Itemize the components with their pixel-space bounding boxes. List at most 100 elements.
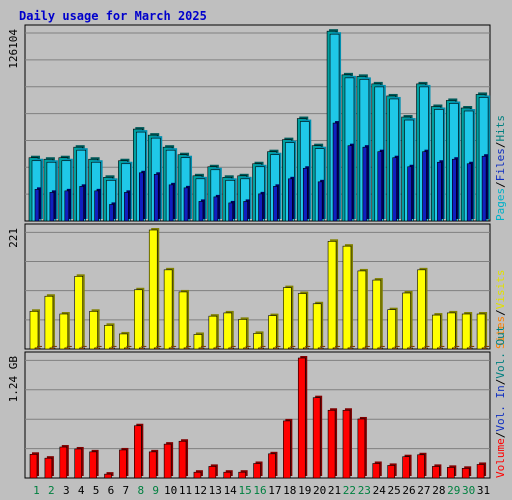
day-label: 27 (417, 484, 430, 497)
visits-bar (297, 293, 307, 350)
volume-bar (372, 463, 381, 479)
visits-bar (193, 334, 203, 350)
visits-bar (163, 269, 173, 350)
pages-bar (213, 196, 219, 222)
day-label: 5 (93, 484, 100, 497)
sites-bar (302, 347, 309, 350)
volume-bar (89, 451, 97, 479)
visits-bar (29, 311, 39, 350)
visits-bar (327, 241, 337, 350)
sites-bar-side (260, 345, 266, 347)
pages-bar (94, 190, 99, 222)
day-label: 21 (328, 484, 341, 497)
visits-bar (283, 287, 292, 350)
day-label: 16 (253, 484, 266, 497)
day-label: 14 (224, 484, 238, 497)
legend-entry: / (494, 379, 507, 386)
volume-bar (357, 418, 366, 479)
sites-bar (407, 347, 413, 350)
max-label: 126104 (7, 29, 20, 69)
visits-bar (446, 312, 456, 350)
sites-bar (213, 347, 220, 350)
day-label: 19 (298, 484, 311, 497)
sites-bar-side (439, 345, 445, 347)
sites-bar (34, 347, 41, 350)
legend-entry: Vol. In (494, 385, 507, 431)
visits-bar (312, 303, 322, 350)
day-label: 15 (238, 484, 251, 497)
day-label: 22 (343, 484, 356, 497)
volume-bar (44, 457, 53, 479)
sites-bar-side (215, 345, 221, 347)
sites-bar-side (305, 345, 311, 347)
sites-bar (109, 347, 115, 350)
sites-bar (183, 347, 190, 350)
volume-bar (163, 443, 172, 479)
pages-bar (481, 155, 487, 222)
legend-volume-panel: Volume/Vol. In/Vol. Out (494, 326, 507, 478)
sites-bar-side (409, 345, 415, 347)
sites-bar (153, 347, 160, 350)
pages-bar (392, 157, 397, 222)
sites-bar-side (126, 345, 132, 347)
pages-bar (243, 201, 248, 222)
max-label: 1.24 GB (7, 356, 20, 403)
chart-panels: 126104Pages/Files/Hits221Sites/Visits1.2… (7, 24, 507, 497)
volume-bar (342, 409, 351, 479)
day-label: 11 (179, 484, 192, 497)
sites-bar (258, 347, 264, 350)
sites-bar-side (379, 345, 385, 347)
sites-bar (168, 347, 175, 350)
pages-bar (302, 167, 308, 222)
day-label: 30 (462, 484, 475, 497)
sites-bar-side (96, 345, 102, 347)
day-label: 8 (137, 484, 144, 497)
sites-bar-side (245, 345, 251, 347)
visits-bar (238, 319, 247, 350)
visits-bar (387, 309, 396, 350)
visits-bar (119, 333, 128, 350)
volume-bar (238, 471, 246, 479)
sites-bar (64, 347, 71, 350)
visits-bar (223, 312, 233, 350)
pages-bar (124, 192, 129, 222)
sites-bar-side (484, 345, 490, 347)
visits-bar (104, 325, 113, 350)
day-label: 7 (123, 484, 130, 497)
volume-bar (461, 468, 470, 479)
day-label: 24 (373, 484, 387, 497)
visits-bar (89, 311, 98, 350)
sites-bar-side (230, 345, 236, 347)
sites-bar (273, 347, 279, 350)
day-label: 28 (432, 484, 445, 497)
visits-bar (357, 270, 367, 350)
chart-title: Daily usage for March 2025 (19, 9, 207, 23)
sites-bar (466, 347, 473, 350)
legend-entry: / (494, 309, 507, 316)
sites-bar (392, 347, 398, 350)
pages-bar (273, 186, 278, 222)
sites-bar (377, 347, 384, 350)
sites-bar-side (424, 345, 430, 347)
day-label: 13 (209, 484, 222, 497)
sites-bar (198, 347, 205, 350)
visits-bar (342, 245, 352, 350)
sites-bar (362, 347, 369, 350)
pages-bar (34, 189, 40, 222)
volume-bar (476, 464, 485, 479)
visits-bar (476, 313, 486, 350)
pages-bar (153, 173, 159, 222)
volume-bar (402, 456, 410, 479)
volume-bar (387, 465, 395, 479)
sites-bar (481, 347, 488, 350)
day-label: 23 (358, 484, 371, 497)
visits-bar (208, 315, 218, 350)
visits-bar (417, 269, 426, 350)
pages-bar (377, 151, 383, 222)
panel-frame-volume-panel (24, 351, 491, 479)
sites-bar (347, 347, 354, 350)
legend-entry: / (494, 142, 507, 149)
sites-bar-side (364, 345, 370, 347)
